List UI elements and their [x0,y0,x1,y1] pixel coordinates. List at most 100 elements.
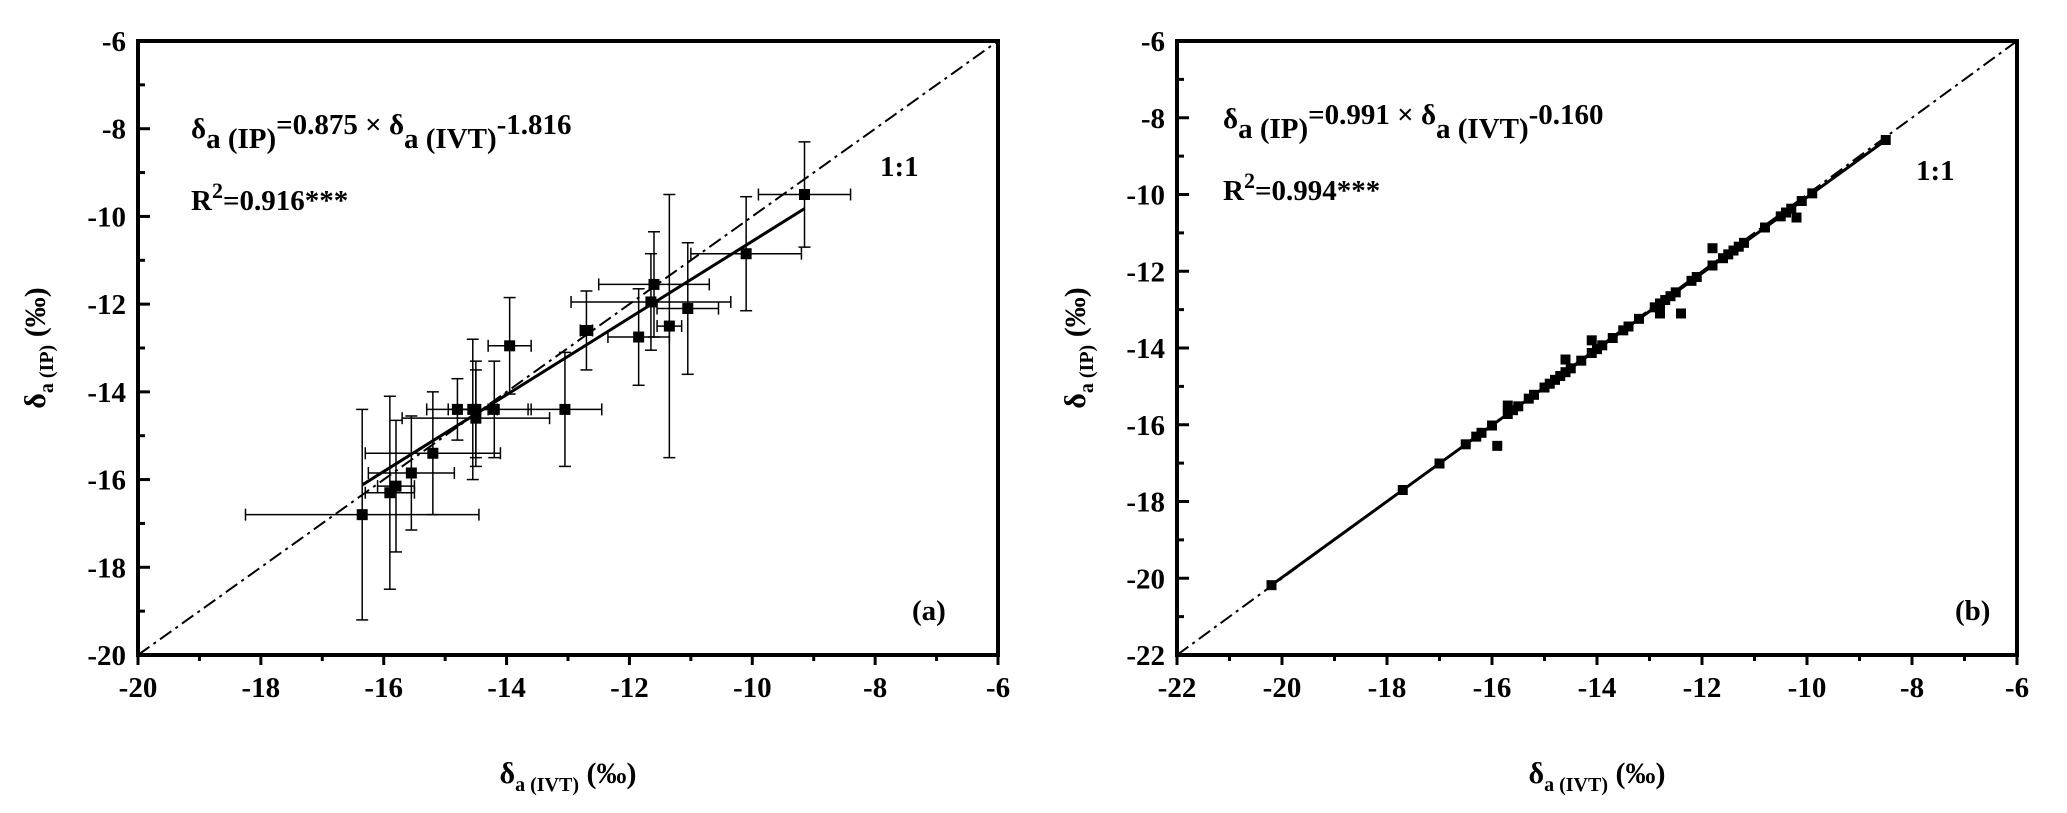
data-point [1565,363,1576,374]
equation-lhs: δ [1223,103,1238,135]
data-point [504,340,516,352]
data-point [1508,405,1518,416]
data-point [451,403,463,415]
regression-line [361,207,806,487]
equation-rhs-sub: a (IVT) [404,123,497,155]
r-squared-r: R [191,185,213,217]
data-point [1592,344,1602,355]
x-tick-label: -6 [2005,672,2029,704]
data-point [1880,135,1891,146]
data-point [1586,347,1597,358]
data-point [1786,203,1797,214]
y-axis-title-main: δ [19,393,52,409]
data-point [1623,321,1634,332]
data-point [1434,458,1445,469]
r-squared-value: =0.994*** [1255,175,1380,207]
data-point [356,509,368,521]
data-point [1586,335,1597,346]
data-point [1733,241,1744,252]
panel-a: -20 -18 -16 -14 -12 -10 -8 -6 -20 -18 -16 -14 -12 -10… [19,26,1010,796]
data-point [648,278,660,290]
data-point [1796,196,1807,207]
equation-const: -0.160 [1529,99,1604,131]
data-point [559,403,571,415]
equation-const: -1.816 [497,109,572,141]
y-tick-label: -22 [1126,640,1165,672]
data-point [1739,237,1749,248]
x-tick-label: -8 [1900,672,1924,704]
data-point [663,320,675,332]
equation-lhs-sub: a (IP) [206,123,276,155]
data-point [1550,374,1560,385]
data-point [1555,371,1566,382]
data-point [1760,222,1770,233]
one-to-one-label: 1:1 [1916,155,1955,187]
data-point [405,467,417,479]
data-point [1460,439,1471,450]
y-axis-title-main: δ [1059,393,1092,409]
one-to-one-label: 1:1 [880,151,919,183]
y-tick-label: -14 [1126,333,1165,365]
panel-label: (a) [912,595,946,627]
x-tick-label: -14 [487,672,526,704]
r-squared: R2=0.916*** [191,178,348,217]
data-point [1707,243,1718,254]
data-point [1775,211,1786,222]
x-tick-label: -10 [1788,672,1827,704]
x-tick-label: -18 [1368,672,1407,704]
y-tick-label: -8 [102,114,126,146]
data-point [799,189,810,200]
data-point [390,480,402,492]
x-tick-label: -8 [863,672,887,704]
data-point [1487,420,1497,431]
y-tick-label: -18 [87,552,126,584]
regression-equation: δa (IP)=0.991 × δa (IVT)-0.160 [1223,99,1604,145]
data-point [1676,308,1686,319]
x-tick-label: -16 [364,672,403,704]
y-tick-label: -8 [1141,103,1165,135]
y-tick-label: -12 [87,289,126,321]
data-point [1397,484,1408,495]
y-tick-label: -12 [1126,256,1165,288]
data-point [1539,382,1550,393]
data-point [1728,245,1739,256]
y-axis-title-unit: (‰) [1059,287,1092,344]
data-point [682,303,694,315]
data-point [1691,272,1702,283]
y-tick-label: -10 [87,201,126,233]
y-tick-label: -20 [87,640,126,672]
y-tick-label: -16 [87,465,126,497]
data-point [488,403,500,415]
r-squared-sup: 2 [1244,168,1255,193]
equation-mid: =0.875 × δ [276,109,404,141]
data-point [580,324,592,336]
data-point [1781,207,1791,218]
panel-label: (b) [1955,595,1990,627]
y-axis-title: δa (IP) (‰) [1059,287,1098,408]
x-tick-label: -22 [1158,672,1197,704]
data-point [1266,580,1277,591]
data-point [1560,367,1571,378]
data-point [1544,378,1555,389]
y-axis-title: δa (IP) (‰) [19,287,58,408]
data-point [1634,313,1644,324]
panel-b: -22 -20 -18 -16 -14 -12 -10 -8 -6 -22 -20 -18 -16 -14… [1059,26,2029,796]
data-point [1791,212,1802,223]
data-point [470,403,482,415]
x-tick-label: -20 [119,672,158,704]
data-point [1649,302,1660,313]
data-point [1607,333,1618,344]
x-axis-title-sub: a (IVT) [1544,774,1608,796]
data-point [1665,291,1676,302]
data-point [427,447,439,459]
data-point [1718,253,1728,264]
x-axis-title-main: δ [1529,757,1545,790]
data-point [1707,260,1718,271]
data-point [1655,298,1665,309]
x-tick-label: -10 [733,672,772,704]
x-tick-label: -20 [1263,672,1302,704]
data-point [1576,355,1587,366]
y-axis-title-unit: (‰) [19,287,52,344]
equation-mid: =0.991 × δ [1308,99,1436,131]
